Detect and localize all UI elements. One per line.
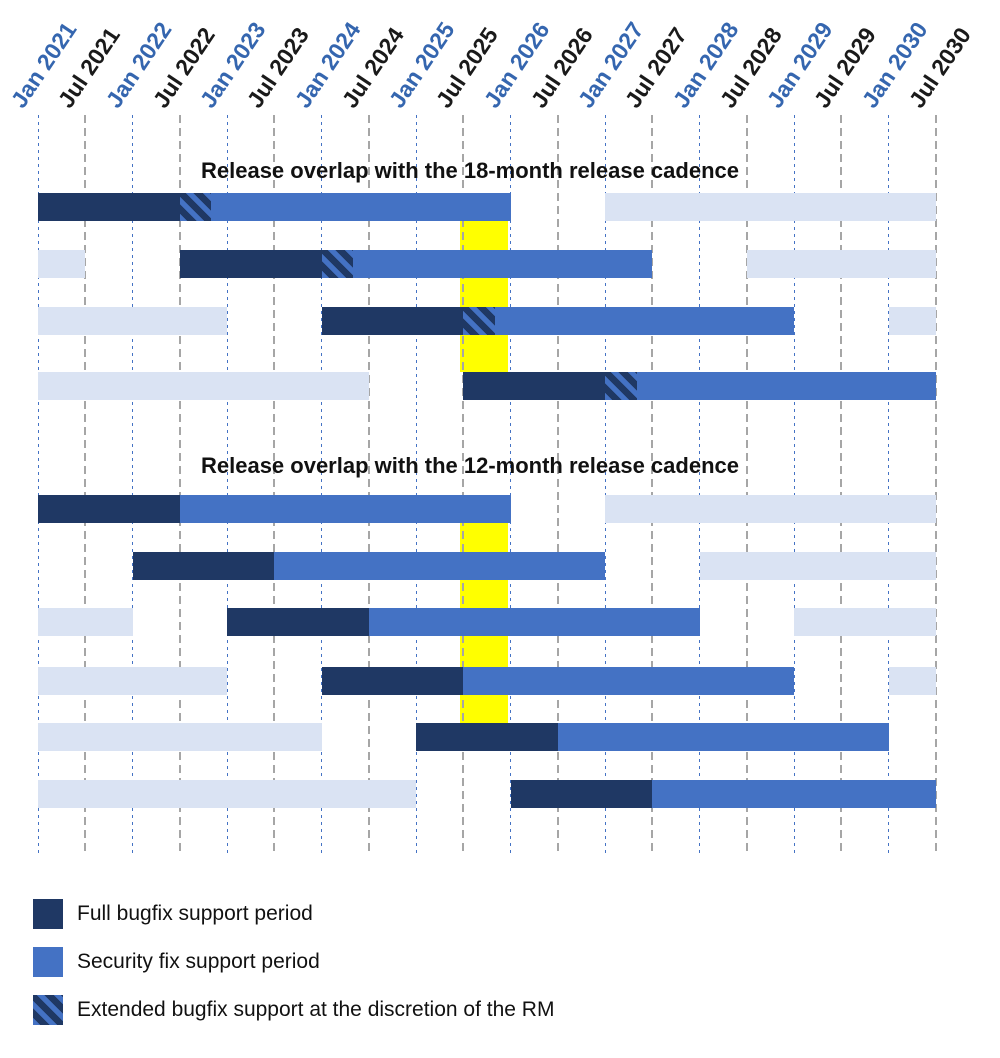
security-fix-bar bbox=[179, 495, 511, 523]
full-bugfix-bar bbox=[416, 723, 558, 751]
gridline-jan-2026 bbox=[510, 115, 511, 855]
axis-label-jul-2027: Jul 2027 bbox=[619, 22, 693, 113]
extended-bugfix-bar bbox=[179, 193, 212, 221]
legend-item-full-bugfix: Full bugfix support period bbox=[33, 899, 313, 929]
adjacent-release-bar bbox=[38, 667, 227, 695]
legend-label-security-fix: Security fix support period bbox=[77, 950, 320, 973]
gridline-jan-2030 bbox=[888, 115, 889, 855]
axis-label-jul-2023: Jul 2023 bbox=[241, 22, 315, 113]
full-bugfix-bar bbox=[510, 780, 653, 808]
full-bugfix-bar bbox=[227, 608, 369, 636]
axis-label-jul-2029: Jul 2029 bbox=[808, 22, 882, 113]
gridline-jul-2023 bbox=[273, 115, 276, 855]
extended-bugfix-bar bbox=[605, 372, 637, 400]
axis-label-jan-2029: Jan 2029 bbox=[761, 17, 838, 113]
axis-label-jan-2023: Jan 2023 bbox=[194, 17, 271, 113]
full-bugfix-bar bbox=[463, 372, 605, 400]
extended-bugfix-bar bbox=[321, 250, 353, 278]
security-fix-bar bbox=[652, 780, 936, 808]
security-fix-bar bbox=[353, 250, 653, 278]
security-fix-bar bbox=[368, 608, 700, 636]
axis-label-jan-2026: Jan 2026 bbox=[478, 17, 555, 113]
axis-label-jan-2021: Jan 2021 bbox=[5, 17, 82, 113]
adjacent-release-bar bbox=[38, 372, 369, 400]
full-bugfix-bar bbox=[38, 193, 180, 221]
security-fix-bar bbox=[211, 193, 511, 221]
axis-label-jan-2028: Jan 2028 bbox=[667, 17, 744, 113]
axis-label-jan-2022: Jan 2022 bbox=[100, 17, 177, 113]
highlight-band bbox=[460, 193, 508, 372]
adjacent-release-bar bbox=[38, 723, 322, 751]
adjacent-release-bar bbox=[794, 608, 936, 636]
gridline-jan-2025 bbox=[415, 115, 417, 855]
full-bugfix-bar bbox=[321, 307, 464, 335]
security-fix-bar bbox=[463, 667, 794, 695]
full-bugfix-bar bbox=[179, 250, 322, 278]
full-bugfix-bar bbox=[132, 552, 275, 580]
legend-item-security-fix: Security fix support period bbox=[33, 947, 320, 977]
security-fix-bar bbox=[494, 307, 794, 335]
axis-label-jan-2025: Jan 2025 bbox=[383, 17, 460, 113]
axis-label-jul-2024: Jul 2024 bbox=[336, 22, 409, 113]
axis-label-jul-2021: Jul 2021 bbox=[52, 22, 126, 113]
adjacent-release-bar bbox=[38, 250, 86, 278]
gridline-jul-2028 bbox=[745, 115, 748, 855]
adjacent-release-bar bbox=[888, 307, 936, 335]
adjacent-release-bar bbox=[38, 608, 133, 636]
adjacent-release-bar bbox=[746, 250, 936, 278]
highlight-band bbox=[460, 495, 508, 723]
security-fix-swatch-icon bbox=[33, 947, 63, 977]
legend-label-full-bugfix: Full bugfix support period bbox=[77, 902, 313, 925]
gridline-jul-2030 bbox=[934, 115, 937, 855]
axis-label-jul-2022: Jul 2022 bbox=[147, 22, 220, 113]
full-bugfix-bar bbox=[38, 495, 180, 523]
axis-label-jul-2030: Jul 2030 bbox=[903, 22, 976, 113]
security-fix-bar bbox=[557, 723, 889, 751]
gridline-jul-2024 bbox=[367, 115, 370, 855]
gridline-jul-2027 bbox=[651, 115, 654, 855]
extended-bugfix-bar bbox=[463, 307, 495, 335]
extended-bugfix-hatch-swatch-icon bbox=[33, 995, 63, 1025]
gridline-jan-2022 bbox=[132, 115, 133, 855]
gridline-jul-2029 bbox=[840, 115, 843, 855]
gridline-jul-2025 bbox=[462, 115, 465, 855]
gridline-jan-2021 bbox=[37, 115, 39, 855]
section-title-18-month: Release overlap with the 18-month releas… bbox=[200, 158, 739, 183]
security-fix-bar bbox=[636, 372, 936, 400]
axis-label-jul-2026: Jul 2026 bbox=[525, 22, 598, 113]
full-bugfix-bar bbox=[321, 667, 464, 695]
gridline-jul-2026 bbox=[556, 115, 559, 855]
axis-label-jan-2027: Jan 2027 bbox=[572, 17, 649, 113]
adjacent-release-bar bbox=[38, 780, 416, 808]
legend-label-extended-bugfix: Extended bugfix support at the discretio… bbox=[77, 998, 555, 1021]
axis-label-jan-2030: Jan 2030 bbox=[856, 17, 933, 113]
axis-label-jan-2024: Jan 2024 bbox=[289, 17, 366, 113]
adjacent-release-bar bbox=[605, 495, 936, 523]
gridline-jan-2023 bbox=[226, 115, 228, 855]
full-bugfix-swatch-icon bbox=[33, 899, 63, 929]
adjacent-release-bar bbox=[888, 667, 936, 695]
adjacent-release-bar bbox=[38, 307, 227, 335]
gridline-jul-2021 bbox=[84, 115, 87, 855]
adjacent-release-bar bbox=[699, 552, 936, 580]
gridline-jan-2027 bbox=[604, 115, 606, 855]
section-title-12-month: Release overlap with the 12-month releas… bbox=[200, 453, 739, 478]
axis-label-jul-2028: Jul 2028 bbox=[714, 22, 787, 113]
gridline-jul-2022 bbox=[178, 115, 181, 855]
axis-label-jul-2025: Jul 2025 bbox=[430, 22, 504, 113]
gridline-jan-2024 bbox=[321, 115, 322, 855]
gridline-jan-2028 bbox=[699, 115, 700, 855]
security-fix-bar bbox=[274, 552, 605, 580]
gridline-jan-2029 bbox=[793, 115, 795, 855]
legend-item-extended-bugfix: Extended bugfix support at the discretio… bbox=[33, 995, 554, 1025]
adjacent-release-bar bbox=[605, 193, 936, 221]
